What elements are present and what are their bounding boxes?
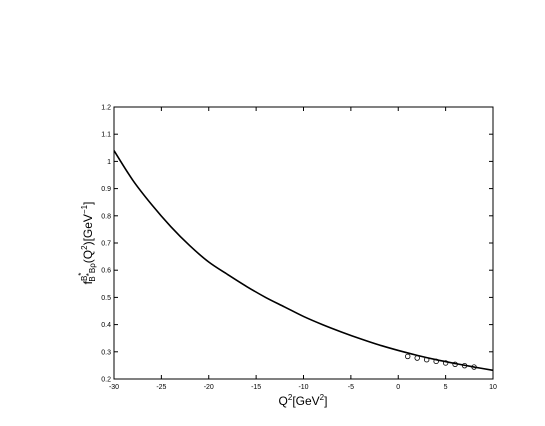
x-tick-label: -5 [348, 384, 354, 391]
data-point-marker [423, 356, 430, 363]
data-point-marker [471, 364, 477, 370]
x-tick-label: 5 [444, 384, 448, 391]
y-tick-label: 0.2 [101, 377, 111, 384]
x-axis-label: Q2[GeV2] [279, 393, 328, 408]
data-point-marker [452, 361, 458, 368]
data-point-marker [414, 355, 420, 361]
y-axis-label: fB*B*Bρ(Q2)[GeV−1] [77, 202, 97, 285]
series-layer [113, 150, 494, 372]
data-point-marker [405, 353, 411, 360]
y-tick-label: 1.2 [101, 105, 111, 112]
y-tick-label: 0.3 [101, 349, 111, 356]
y-tick-label: 0.4 [101, 322, 111, 329]
x-tick-label: -25 [156, 384, 166, 391]
x-tick-label: -15 [251, 384, 261, 391]
x-tick-label: -30 [109, 384, 119, 391]
x-tick-label: -20 [204, 384, 214, 391]
y-tick-label: 0.6 [101, 268, 111, 275]
y-tick-label: 0.9 [101, 186, 111, 193]
y-tick-label: 0.5 [101, 295, 111, 302]
x-tick-label: 0 [396, 384, 400, 391]
y-tick-label: 1 [107, 159, 111, 166]
y-axis-ticks: 0.2 0.3 0.4 0.5 0.6 0.7 0.8 0.9 1 1.1 1.2 [101, 105, 493, 384]
data-point-marker [461, 362, 468, 369]
y-tick-label: 0.8 [101, 213, 111, 220]
plot-area [113, 106, 494, 380]
data-point-marker [433, 358, 439, 365]
x-axis-ticks: -30 -25 -20 -15 -10 -5 0 5 10 [109, 107, 497, 391]
series-line-0 [113, 150, 494, 372]
data-point-marker [442, 360, 449, 366]
y-tick-label: 1.1 [101, 132, 111, 139]
x-tick-label: -10 [298, 384, 308, 391]
y-tick-label: 0.7 [101, 241, 111, 248]
x-tick-label: 10 [489, 384, 497, 391]
